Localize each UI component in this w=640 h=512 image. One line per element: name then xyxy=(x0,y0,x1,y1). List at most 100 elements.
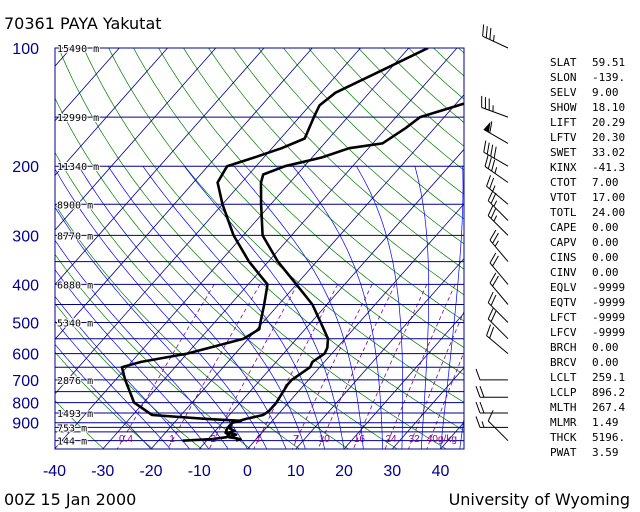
barb-full xyxy=(475,386,481,398)
index-value-slat: 59.51 xyxy=(592,56,625,69)
barb-full xyxy=(488,98,490,111)
wind-barb xyxy=(483,121,509,144)
index-name-mlmr: MLMR xyxy=(550,416,577,429)
index-value-lftv: 20.30 xyxy=(592,131,625,144)
barb-half xyxy=(481,421,485,428)
index-name-pwat: PWAT xyxy=(550,446,577,459)
mixing-ratio-label: 24 xyxy=(386,434,398,445)
barb-full xyxy=(490,294,497,306)
barb-full xyxy=(481,95,483,108)
isotherm xyxy=(295,257,464,449)
index-value-eqtv: -9999 xyxy=(592,296,625,309)
index-name-lftv: LFTV xyxy=(550,131,577,144)
index-name-slon: SLON xyxy=(550,71,577,84)
moist-adiabat xyxy=(78,166,287,449)
index-value-pwat: 3.59 xyxy=(592,446,619,459)
wind-barb xyxy=(487,204,509,236)
index-value-lclp: 896.2 xyxy=(592,386,625,399)
barb-full xyxy=(490,310,497,322)
isotherm xyxy=(247,203,464,449)
dry-adiabat xyxy=(258,48,464,245)
plot-frame xyxy=(54,47,465,450)
temperature-tick-label: 10 xyxy=(287,463,305,480)
index-value-mlth: 267.4 xyxy=(592,401,625,414)
temperature-tick-label: -30 xyxy=(91,463,114,480)
temperature-tick-label: 30 xyxy=(383,463,401,480)
pressure-tick-label: 400 xyxy=(12,277,39,294)
index-value-swet: 33.02 xyxy=(592,146,625,159)
index-value-cape: 0.00 xyxy=(592,221,619,234)
isotherm xyxy=(391,367,464,449)
barb-full xyxy=(489,27,492,40)
temperature-tick-label: -10 xyxy=(188,463,211,480)
barb-full xyxy=(482,24,485,37)
barb-full xyxy=(475,416,481,428)
barb-full xyxy=(489,327,495,339)
isotherm xyxy=(343,312,464,449)
moist-adiabat xyxy=(356,166,404,449)
dry-adiabat xyxy=(283,48,464,220)
index-value-lfct: -9999 xyxy=(592,311,625,324)
index-name-eqlv: EQLV xyxy=(550,281,577,294)
wind-barb xyxy=(475,416,508,428)
pressure-tick-label: 900 xyxy=(12,416,39,433)
dry-adiabat xyxy=(133,48,464,376)
mixing-ratio-line xyxy=(317,284,396,449)
barb-full xyxy=(487,157,492,169)
barb-staff xyxy=(483,151,509,167)
index-name-lfct: LFCT xyxy=(550,311,577,324)
barb-full xyxy=(489,121,493,133)
index-value-cins: 0.00 xyxy=(592,251,619,264)
height-label: 2876 m xyxy=(57,376,93,387)
wind-barb xyxy=(487,410,509,442)
mixing-ratio-label: 10 xyxy=(319,434,331,445)
index-name-thck: THCK xyxy=(550,431,577,444)
temperature-tick-label: -40 xyxy=(43,463,66,480)
mixing-ratio-label: 2 xyxy=(210,434,216,445)
moist-adiabat xyxy=(414,166,430,449)
barb-staff xyxy=(487,420,509,442)
moist-adiabat xyxy=(292,165,383,449)
barb-staff xyxy=(487,302,509,323)
dry-adiabat xyxy=(55,399,105,449)
pressure-tick-label: 700 xyxy=(12,373,39,390)
source-label: University of Wyoming xyxy=(449,490,630,509)
isotherm xyxy=(55,48,168,176)
wind-barb xyxy=(486,175,509,205)
barb-full xyxy=(487,308,494,320)
mixing-ratio-line xyxy=(384,284,456,449)
dry-adiabat xyxy=(55,253,251,449)
barb-full xyxy=(486,142,490,155)
temperature-tick-label: -20 xyxy=(139,463,162,480)
height-label: 5340 m xyxy=(57,318,93,329)
index-value-thck: 5196. xyxy=(592,431,625,444)
temperature-tick-label: 0 xyxy=(243,463,252,480)
moist-adiabat xyxy=(55,295,190,449)
wind-barb xyxy=(489,229,509,262)
wind-barb xyxy=(487,189,509,221)
index-name-slat: SLAT xyxy=(550,56,577,69)
index-name-swet: SWET xyxy=(550,146,577,159)
dry-adiabat xyxy=(83,48,464,431)
wind-barb xyxy=(481,95,509,118)
moist-adiabat xyxy=(55,168,268,449)
barb-staff xyxy=(489,239,509,262)
barb-full xyxy=(491,159,496,172)
wind-barbs xyxy=(475,24,509,442)
barb-full xyxy=(475,401,481,414)
dry-adiabat xyxy=(233,48,464,270)
temperature-tick-label: 20 xyxy=(335,463,353,480)
moist-adiabat xyxy=(459,415,464,449)
barb-staff xyxy=(487,215,509,236)
index-name-lfcv: LFCV xyxy=(550,326,577,339)
barb-full xyxy=(484,155,489,167)
index-value-vtot: 17.00 xyxy=(592,191,625,204)
height-label: 1493 m xyxy=(57,409,93,420)
isotherm xyxy=(55,48,217,231)
barb-full xyxy=(479,386,485,398)
barb-staff xyxy=(483,128,509,144)
temperature-profile xyxy=(226,102,464,442)
index-value-ctot: 7.00 xyxy=(592,176,619,189)
barb-full xyxy=(479,401,485,414)
